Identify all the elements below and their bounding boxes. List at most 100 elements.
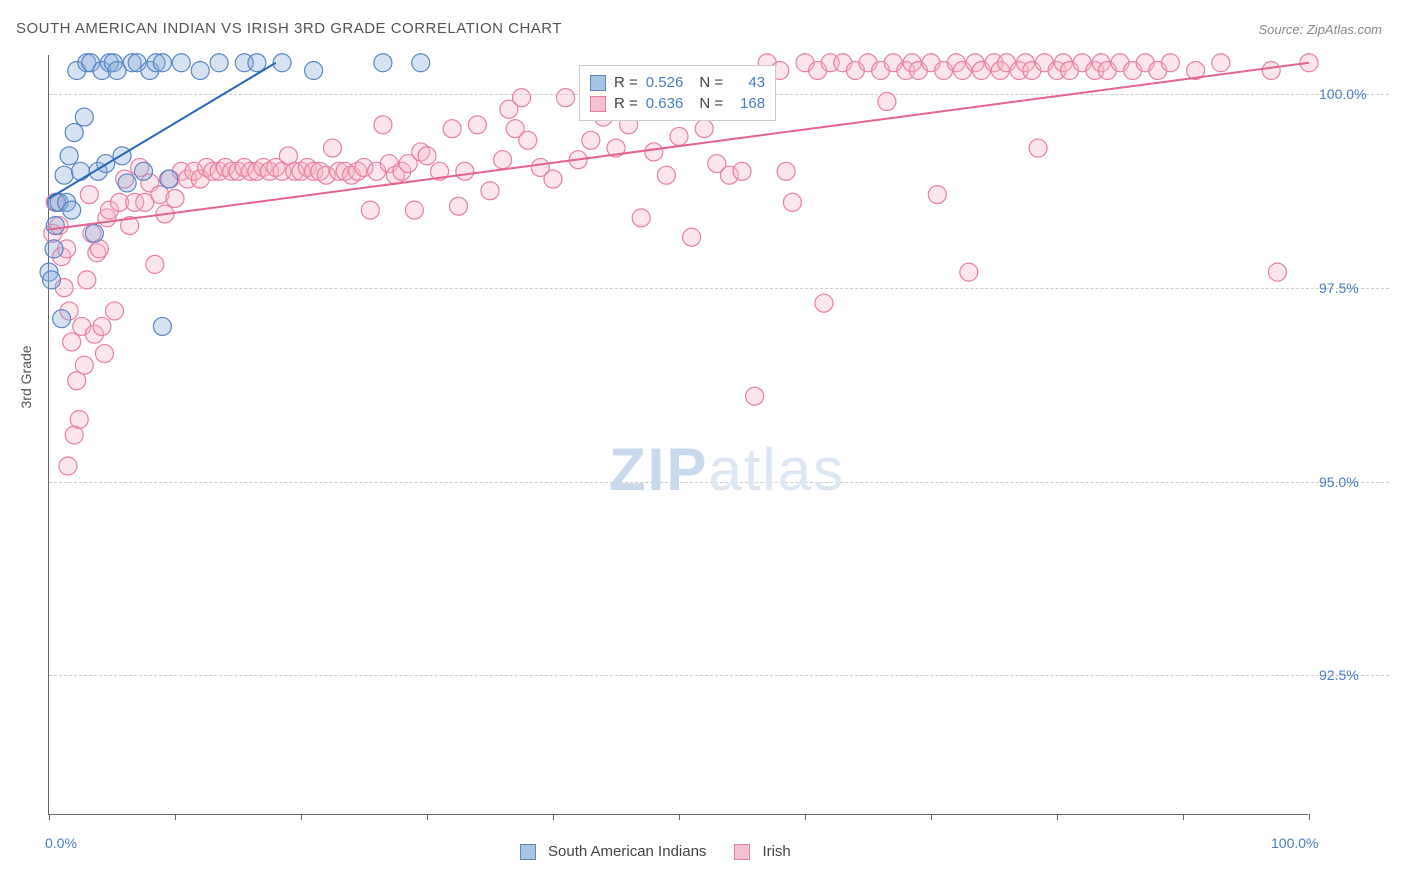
scatter-point bbox=[544, 170, 562, 188]
scatter-point bbox=[683, 228, 701, 246]
scatter-point bbox=[248, 54, 266, 72]
scatter-point bbox=[153, 54, 171, 72]
scatter-point bbox=[412, 54, 430, 72]
x-tick bbox=[49, 814, 50, 820]
x-tick bbox=[1057, 814, 1058, 820]
scatter-point bbox=[85, 224, 103, 242]
x-label-right: 100.0% bbox=[1271, 835, 1318, 851]
y-axis-label: 3rd Grade bbox=[18, 345, 34, 408]
source-label: Source: ZipAtlas.com bbox=[1258, 22, 1382, 37]
scatter-point bbox=[75, 356, 93, 374]
n-label: N = bbox=[699, 74, 723, 91]
scatter-point bbox=[60, 147, 78, 165]
scatter-point bbox=[46, 217, 64, 235]
scatter-point bbox=[1269, 263, 1287, 281]
scatter-point bbox=[481, 182, 499, 200]
scatter-point bbox=[95, 345, 113, 363]
scatter-point bbox=[928, 186, 946, 204]
plot-area: ZIPatlas R = 0.526 N = 43 R = 0.636 N = … bbox=[48, 55, 1308, 815]
r-label: R = bbox=[614, 74, 638, 91]
scatter-point bbox=[210, 54, 228, 72]
scatter-point bbox=[513, 89, 531, 107]
scatter-point bbox=[468, 116, 486, 134]
scatter-point bbox=[777, 162, 795, 180]
scatter-point bbox=[670, 127, 688, 145]
scatter-point bbox=[63, 333, 81, 351]
x-tick bbox=[1309, 814, 1310, 820]
swatch-blue bbox=[590, 75, 606, 91]
y-tick-label: 92.5% bbox=[1319, 667, 1359, 683]
scatter-point bbox=[632, 209, 650, 227]
scatter-point bbox=[65, 124, 83, 142]
legend-stats-box: R = 0.526 N = 43 R = 0.636 N = 168 bbox=[579, 65, 776, 121]
scatter-point bbox=[80, 186, 98, 204]
scatter-point bbox=[135, 162, 153, 180]
scatter-point bbox=[146, 255, 164, 273]
scatter-point bbox=[75, 108, 93, 126]
n-label: N = bbox=[699, 95, 723, 112]
y-tick-label: 97.5% bbox=[1319, 280, 1359, 296]
y-tick-label: 95.0% bbox=[1319, 474, 1359, 490]
swatch-pink bbox=[590, 96, 606, 112]
scatter-point bbox=[418, 147, 436, 165]
scatter-point bbox=[160, 170, 178, 188]
scatter-point bbox=[273, 54, 291, 72]
scatter-point bbox=[45, 240, 63, 258]
scatter-point bbox=[374, 116, 392, 134]
scatter-point bbox=[746, 387, 764, 405]
y-tick-label: 100.0% bbox=[1319, 86, 1366, 102]
scatter-point bbox=[93, 317, 111, 335]
scatter-point bbox=[43, 271, 61, 289]
scatter-point bbox=[70, 410, 88, 428]
scatter-point bbox=[494, 151, 512, 169]
scatter-point bbox=[63, 201, 81, 219]
scatter-point bbox=[166, 189, 184, 207]
x-tick bbox=[301, 814, 302, 820]
x-tick bbox=[1183, 814, 1184, 820]
x-tick bbox=[679, 814, 680, 820]
scatter-point bbox=[324, 139, 342, 157]
scatter-point bbox=[557, 89, 575, 107]
scatter-point bbox=[1161, 54, 1179, 72]
scatter-point bbox=[55, 166, 73, 184]
x-tick bbox=[427, 814, 428, 820]
legend-bottom: South American Indians Irish bbox=[520, 843, 791, 860]
scatter-point bbox=[695, 120, 713, 138]
scatter-point bbox=[405, 201, 423, 219]
r-value-pink: 0.636 bbox=[646, 95, 684, 112]
scatter-point bbox=[78, 271, 96, 289]
n-value-pink: 168 bbox=[731, 95, 765, 112]
x-tick bbox=[931, 814, 932, 820]
scatter-point bbox=[443, 120, 461, 138]
scatter-point bbox=[374, 54, 392, 72]
scatter-point bbox=[960, 263, 978, 281]
legend-stats-row-blue: R = 0.526 N = 43 bbox=[590, 72, 765, 93]
legend-label-pink: Irish bbox=[762, 843, 790, 860]
n-value-blue: 43 bbox=[731, 74, 765, 91]
scatter-point bbox=[450, 197, 468, 215]
r-value-blue: 0.526 bbox=[646, 74, 684, 91]
scatter-point bbox=[1029, 139, 1047, 157]
x-tick bbox=[805, 814, 806, 820]
scatter-point bbox=[53, 310, 71, 328]
legend-swatch-pink bbox=[734, 844, 750, 860]
scatter-point bbox=[1262, 62, 1280, 80]
scatter-point bbox=[72, 162, 90, 180]
scatter-point bbox=[59, 457, 77, 475]
r-label: R = bbox=[614, 95, 638, 112]
scatter-point bbox=[878, 93, 896, 111]
x-tick bbox=[175, 814, 176, 820]
scatter-point bbox=[305, 62, 323, 80]
scatter-point bbox=[582, 131, 600, 149]
legend-swatch-blue bbox=[520, 844, 536, 860]
x-tick bbox=[553, 814, 554, 820]
scatter-point bbox=[1212, 54, 1230, 72]
legend-stats-row-pink: R = 0.636 N = 168 bbox=[590, 93, 765, 114]
scatter-point bbox=[118, 174, 136, 192]
scatter-point bbox=[657, 166, 675, 184]
scatter-point bbox=[153, 317, 171, 335]
scatter-point bbox=[645, 143, 663, 161]
scatter-point bbox=[361, 201, 379, 219]
legend-label-blue: South American Indians bbox=[548, 843, 706, 860]
scatter-point bbox=[172, 54, 190, 72]
